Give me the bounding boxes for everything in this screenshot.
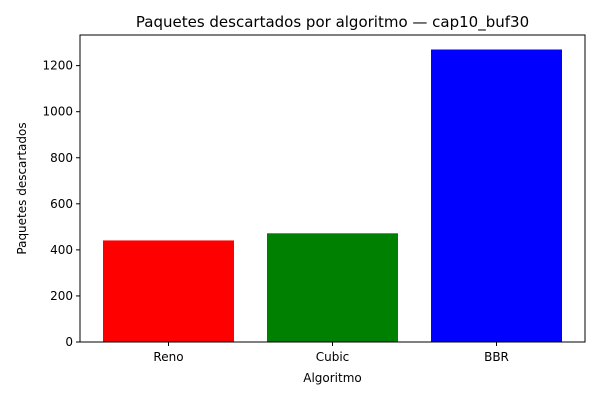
y-tick-label: 1000 bbox=[42, 105, 73, 119]
bar-cubic bbox=[267, 233, 398, 342]
bar-bbr bbox=[431, 49, 562, 343]
x-tick-label: Cubic bbox=[316, 350, 350, 364]
x-axis-label: Algoritmo bbox=[303, 371, 362, 385]
y-tick-label: 800 bbox=[50, 151, 73, 165]
y-axis-ticks: 0 200 400 600 800 1000 1200 bbox=[42, 59, 80, 349]
x-tick-label: Reno bbox=[153, 350, 183, 364]
y-axis-label: Paquetes descartados bbox=[15, 122, 29, 254]
x-tick-label: BBR bbox=[484, 350, 509, 364]
bars-group bbox=[103, 49, 562, 343]
y-tick-label: 600 bbox=[50, 197, 73, 211]
plot-frame bbox=[79, 34, 586, 343]
chart-title: Paquetes descartados por algoritmo — cap… bbox=[136, 13, 529, 32]
y-tick-label: 200 bbox=[50, 289, 73, 303]
y-tick-label: 0 bbox=[65, 335, 73, 349]
y-tick-label: 400 bbox=[50, 243, 73, 257]
y-tick-label: 1200 bbox=[42, 59, 73, 73]
x-axis-ticks: Reno Cubic BBR bbox=[153, 342, 509, 364]
bar-reno bbox=[103, 240, 234, 342]
